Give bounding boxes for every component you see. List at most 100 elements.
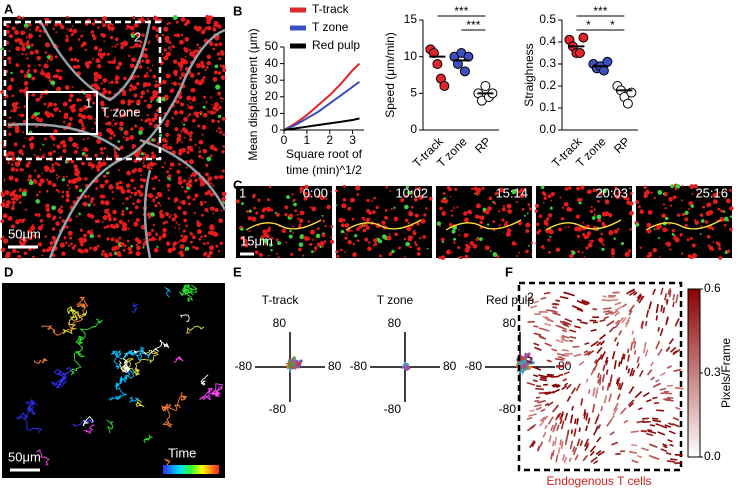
cell (63, 235, 67, 239)
panel-label: E (233, 264, 242, 279)
cell (515, 200, 518, 204)
cell (214, 208, 219, 213)
cell (164, 122, 169, 127)
cell (189, 105, 194, 110)
data-point (459, 66, 470, 77)
significance-label: *** (593, 4, 607, 18)
flow-arrow (665, 452, 672, 456)
cell (87, 203, 91, 207)
cell (77, 248, 82, 253)
cell (76, 146, 80, 150)
cell (129, 250, 133, 255)
cell (456, 206, 459, 209)
cell (120, 212, 124, 216)
cell-track (645, 219, 722, 231)
cell (97, 26, 100, 29)
cell (398, 246, 401, 250)
cell (88, 93, 92, 97)
cell (166, 170, 170, 174)
cell (686, 238, 690, 242)
cell (219, 175, 224, 179)
cell (20, 219, 25, 223)
cell (179, 109, 184, 115)
cell (69, 93, 74, 98)
flow-arrow (593, 359, 598, 364)
flow-arrow (563, 371, 570, 375)
cell (525, 228, 530, 233)
cell (472, 243, 478, 249)
cell (187, 115, 190, 118)
y-tick-label: 10 (265, 106, 279, 120)
cell (192, 235, 196, 240)
cell (19, 88, 23, 93)
cell (202, 148, 208, 154)
cell (567, 186, 572, 190)
cell (57, 163, 61, 167)
cell (515, 195, 518, 198)
cell (151, 177, 154, 181)
cell (68, 136, 74, 142)
flow-arrow (608, 380, 612, 388)
cell (109, 130, 115, 136)
cell (52, 144, 56, 147)
y-tick-label: 0.5 (539, 12, 556, 26)
cell (41, 254, 44, 257)
cell (590, 239, 594, 243)
flow-arrow (569, 440, 574, 450)
cell (550, 191, 555, 197)
y-tick-label: -80 (269, 402, 287, 416)
cell-track (445, 219, 522, 231)
cell (679, 233, 683, 237)
cell (136, 189, 141, 194)
cell (155, 196, 159, 200)
cell (9, 194, 12, 197)
cell (322, 245, 324, 248)
cell (103, 89, 108, 94)
x-tick-label: 80 (558, 359, 572, 373)
cell (189, 73, 195, 78)
cell (178, 201, 181, 204)
cell (181, 199, 187, 205)
flow-arrow (544, 322, 552, 327)
cell (22, 144, 26, 148)
flow-arrow (659, 328, 664, 337)
cell (35, 97, 40, 102)
cell (19, 69, 24, 74)
cell-track (70, 318, 103, 376)
cell (689, 255, 694, 260)
cell (45, 203, 50, 209)
cell (34, 213, 38, 217)
cell (481, 186, 485, 190)
cell (197, 72, 201, 76)
cell (107, 121, 112, 126)
y-tick-label: 50 (265, 39, 279, 53)
cell (684, 223, 688, 228)
flow-arrow (619, 407, 627, 415)
cell (215, 84, 221, 90)
cell (115, 65, 120, 70)
cell (523, 187, 526, 190)
cell (41, 68, 44, 71)
cell (181, 237, 187, 243)
cell (63, 114, 69, 120)
cell (62, 120, 66, 124)
cell (4, 238, 8, 242)
flow-arrow (615, 452, 621, 456)
cell (207, 26, 212, 31)
cell (219, 96, 223, 99)
flow-arrow (544, 402, 550, 407)
cell (718, 191, 721, 194)
cell (18, 188, 23, 192)
cell (155, 80, 158, 83)
cell (8, 175, 14, 181)
cell (5, 24, 10, 28)
cell (307, 220, 311, 223)
cell (122, 249, 126, 252)
cell (38, 63, 42, 67)
cell (17, 15, 21, 20)
cell (216, 52, 221, 56)
cell (116, 251, 122, 257)
cell (628, 249, 632, 253)
cell (340, 248, 343, 252)
flow-arrow (544, 342, 552, 347)
